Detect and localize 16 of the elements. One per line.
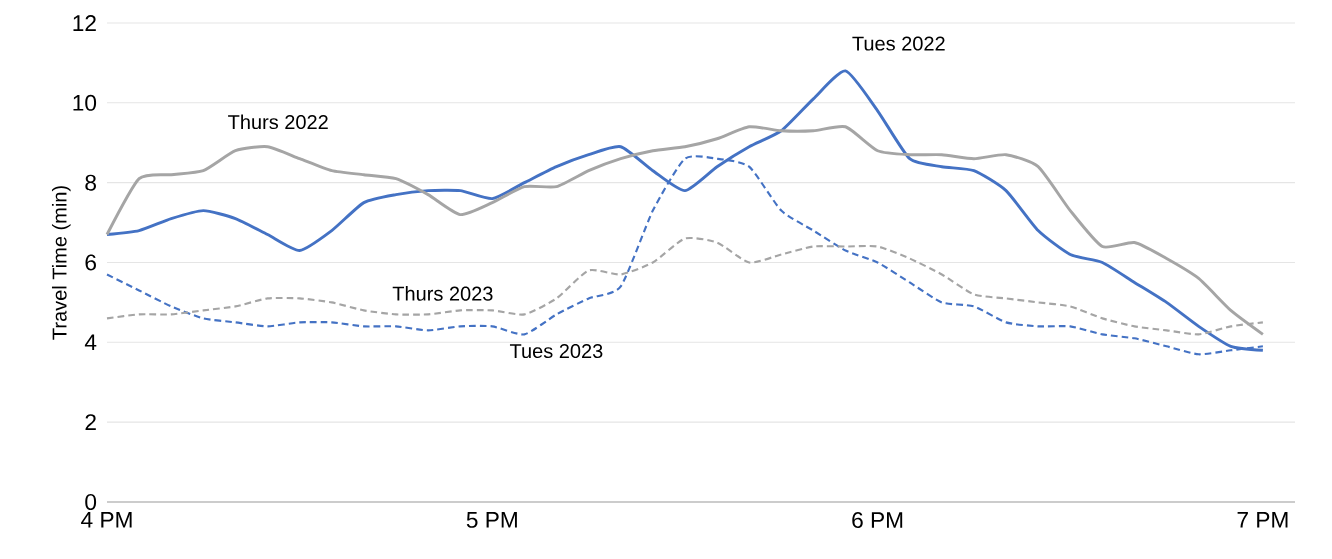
y-tick-label: 8 bbox=[85, 174, 96, 191]
y-tick-label: 0 bbox=[85, 493, 97, 511]
series-label: Thurs 2023 bbox=[392, 286, 493, 301]
x-tick-label: 6 PM bbox=[852, 512, 903, 529]
y-tick-label: 2 bbox=[85, 414, 96, 431]
series-label: Tues 2022 bbox=[852, 36, 945, 51]
y-tick-label: 4 bbox=[84, 334, 97, 351]
series-label: Tues 2023 bbox=[509, 343, 603, 359]
y-tick-label: 6 bbox=[85, 254, 96, 271]
y-axis-title: Travel Time (min) bbox=[51, 186, 71, 340]
x-tick-label: 5 PM bbox=[466, 512, 517, 528]
y-tick-label: 10 bbox=[73, 94, 97, 111]
series-label: Thurs 2022 bbox=[228, 114, 328, 130]
x-tick-label: 7 PM bbox=[1237, 512, 1288, 528]
y-tick-label: 12 bbox=[73, 15, 96, 31]
x-tick-label: 4 PM bbox=[81, 512, 132, 528]
